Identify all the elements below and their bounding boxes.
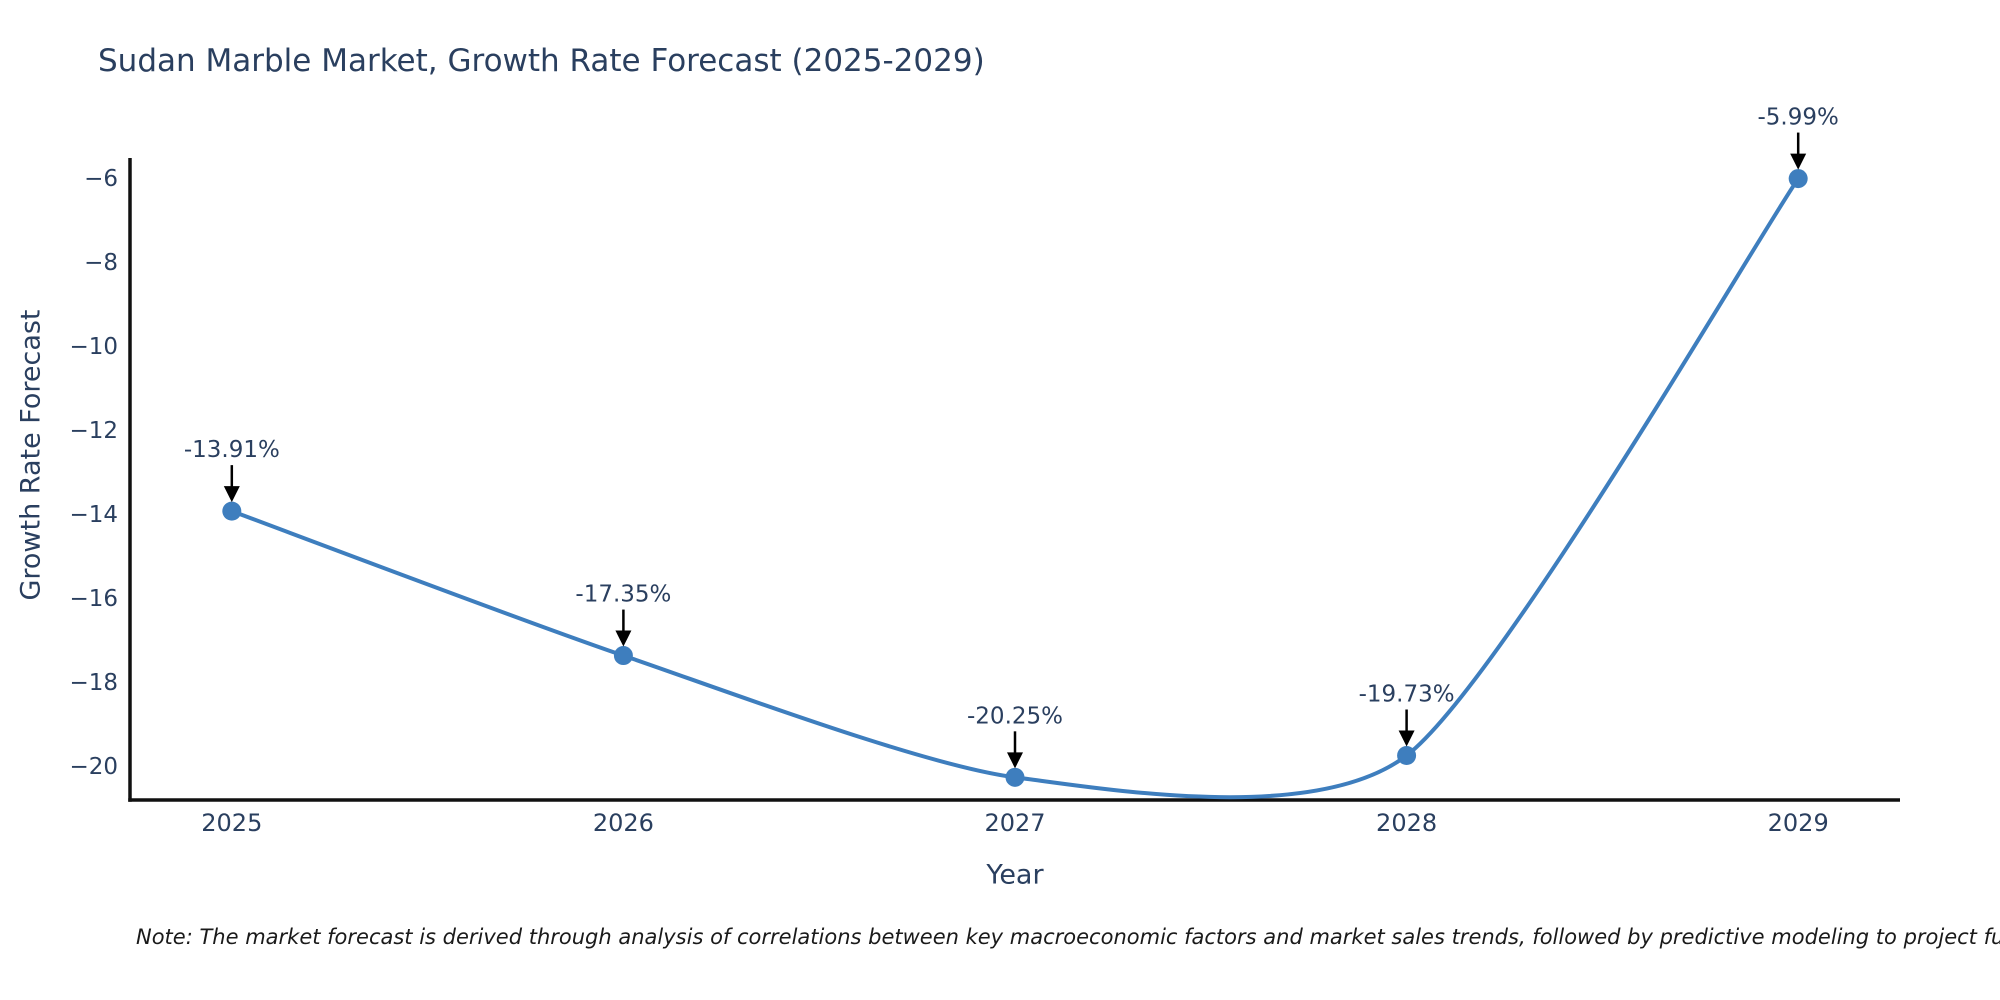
data-point-marker [222,501,242,521]
annotation-arrowhead [1398,730,1415,747]
x-tick-label: 2028 [1376,809,1437,837]
y-tick-label: −10 [69,334,118,360]
y-tick-label: −8 [84,250,118,276]
data-point-marker [613,646,633,666]
annotation-arrowhead [223,486,240,503]
x-axis-title: Year [986,859,1044,891]
x-tick-label: 2027 [984,809,1045,837]
y-axis-title: Growth Rate Forecast [15,309,47,601]
data-point-marker [1788,169,1808,189]
annotation-arrowhead [615,630,632,647]
annotation-label: -19.73% [1359,681,1455,707]
annotation-arrowhead [1790,153,1807,170]
x-tick-label: 2026 [593,809,654,837]
x-tick-label: 2025 [201,809,262,837]
annotation-label: -13.91% [184,437,280,463]
annotation-arrowhead [1007,752,1023,769]
y-tick-label: −18 [69,670,118,696]
chart-title: Sudan Marble Market, Growth Rate Forecas… [98,43,985,79]
x-tick-label: 2029 [1768,809,1829,837]
y-tick-label: −20 [69,754,118,780]
y-tick-label: −6 [84,166,118,192]
annotation-label: -5.99% [1757,105,1838,131]
data-point-marker [1005,767,1025,787]
forecast-line [231,177,1800,800]
note-text: Note: The market forecast is derived thr… [136,925,2000,949]
annotation-label: -20.25% [967,703,1063,729]
y-tick-label: −12 [69,418,118,444]
y-tick-label: −14 [69,502,118,528]
y-tick-label: −16 [69,586,118,612]
annotation-label: -17.35% [575,582,671,608]
data-point-marker [1397,745,1417,765]
